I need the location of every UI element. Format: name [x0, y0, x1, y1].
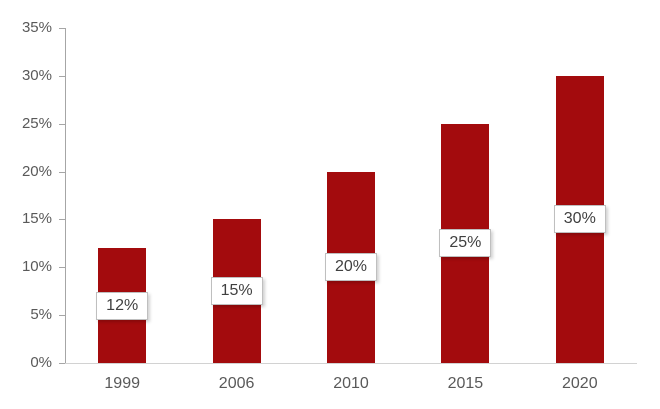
- y-tick-label: 0%: [30, 354, 52, 371]
- y-tick-mark: [59, 171, 65, 173]
- bar-data-label: 15%: [210, 277, 263, 306]
- x-tick-label: 2020: [562, 375, 598, 392]
- y-tick-mark: [59, 267, 65, 269]
- y-tick-label: 15%: [21, 210, 52, 228]
- bar-data-label: 25%: [439, 229, 492, 258]
- y-tick-label: 10%: [21, 258, 52, 276]
- y-axis-line: [65, 28, 66, 363]
- y-tick-mark: [59, 28, 65, 29]
- y-tick-mark: [59, 219, 65, 221]
- x-axis-line: [65, 363, 637, 364]
- y-tick-mark: [59, 75, 65, 77]
- bar-data-label: 30%: [553, 205, 606, 234]
- x-tick-label: 2006: [218, 375, 255, 392]
- y-tick-mark: [59, 123, 65, 125]
- y-tick-label: 35%: [21, 19, 52, 36]
- y-tick-mark: [59, 363, 65, 364]
- x-tick-label: 2015: [447, 375, 484, 392]
- bar-data-label: 20%: [325, 253, 377, 282]
- bar-data-label: 12%: [96, 291, 149, 320]
- x-tick-label: 1999: [104, 375, 140, 392]
- y-tick-label: 30%: [21, 66, 52, 84]
- y-tick-mark: [59, 315, 65, 317]
- y-tick-label: 5%: [30, 306, 52, 324]
- y-tick-label: 25%: [21, 114, 52, 132]
- y-tick-label: 20%: [21, 162, 52, 180]
- x-tick-label: 2010: [333, 375, 369, 392]
